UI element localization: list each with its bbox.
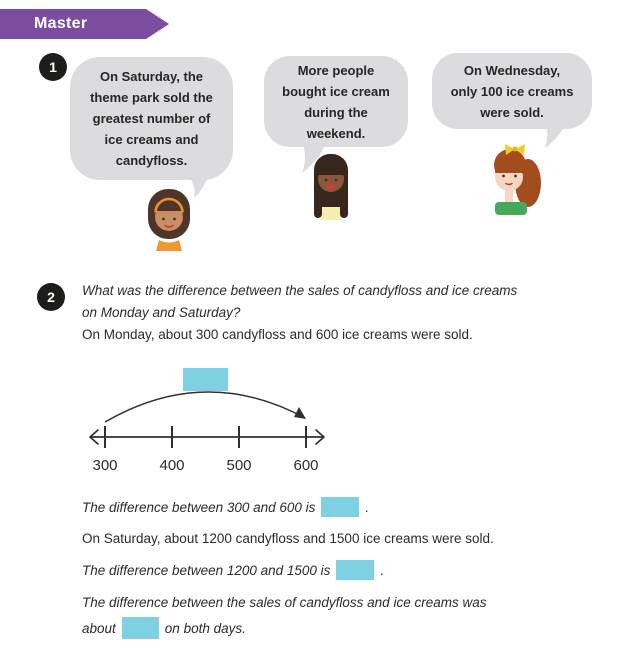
speech-bubble-3: On Wednesday, only 100 ice creams were s… (432, 53, 592, 129)
bubble-3-line: only 100 ice creams (450, 83, 574, 99)
answer-box-conclusion[interactable] (121, 617, 159, 639)
girl-avatar-bob-orange-headband (148, 189, 190, 251)
bubble-1-line: theme park sold the (90, 90, 213, 105)
tick-label-500: 500 (226, 457, 251, 474)
statement-text: on both days. (164, 620, 246, 636)
tick-label-400: 400 (159, 457, 184, 474)
statement-difference-300-600: The difference between 300 and 600 is . (82, 497, 369, 517)
master-banner-label: Master (34, 15, 88, 32)
girl-avatar-long-dark-hair (314, 154, 348, 220)
bubble-1-line: greatest number of (92, 111, 211, 126)
speech-bubble-3-tail (544, 118, 568, 148)
tick-label-300: 300 (92, 457, 117, 474)
statement-difference-1200-1500: The difference between 1200 and 1500 is … (82, 560, 384, 580)
question-2-prompt-line-2: on Monday and Saturday? (82, 305, 241, 320)
bubble-1-line: candyfloss. (115, 153, 188, 168)
bubble-3-line: On Wednesday, (463, 62, 561, 78)
statement-text: about (82, 620, 116, 636)
bubble-2-line: during the (304, 104, 368, 120)
girl-avatar-red-ponytail-yellow-bow (494, 144, 541, 215)
tick-label-600: 600 (293, 457, 318, 474)
speech-bubble-1-tail (184, 171, 210, 198)
bubble-2-line: bought ice cream (282, 83, 390, 99)
question-2-prompt-line-1: What was the difference between the sale… (82, 283, 518, 298)
conclusion-line-1: The difference between the sales of cand… (82, 595, 487, 610)
answer-box-diff2[interactable] (336, 560, 375, 580)
statement-text: The difference between 300 and 600 is (82, 499, 316, 515)
speech-bubble-1: On Saturday, the theme park sold the gre… (70, 57, 233, 180)
period: . (365, 499, 370, 515)
speech-bubble-2-tail (302, 142, 326, 173)
statement-text: The difference between 1200 and 1500 is (82, 562, 331, 578)
question-1-number-badge: 1 (39, 53, 67, 81)
bubble-1-line: ice creams and (104, 132, 199, 147)
answer-box-diff1[interactable] (321, 497, 360, 517)
bubble-3-line: were sold. (480, 104, 544, 120)
bubble-2-line: weekend. (306, 125, 366, 141)
answer-box-arc[interactable] (183, 368, 228, 391)
question-2-number-badge: 2 (37, 283, 65, 311)
bubble-2-line: More people (297, 62, 375, 78)
period: . (380, 562, 385, 578)
bubble-1-line: On Saturday, the (99, 69, 204, 84)
conclusion-line-2: about on both days. (82, 617, 246, 639)
monday-sales-fact: On Monday, about 300 candyfloss and 600 … (82, 327, 473, 342)
master-banner: Master (0, 9, 169, 39)
number-line-diagram: 300 400 500 600 (89, 391, 325, 474)
speech-bubble-2: More people bought ice cream during the … (264, 56, 408, 147)
saturday-sales-fact: On Saturday, about 1200 candyfloss and 1… (82, 531, 494, 546)
